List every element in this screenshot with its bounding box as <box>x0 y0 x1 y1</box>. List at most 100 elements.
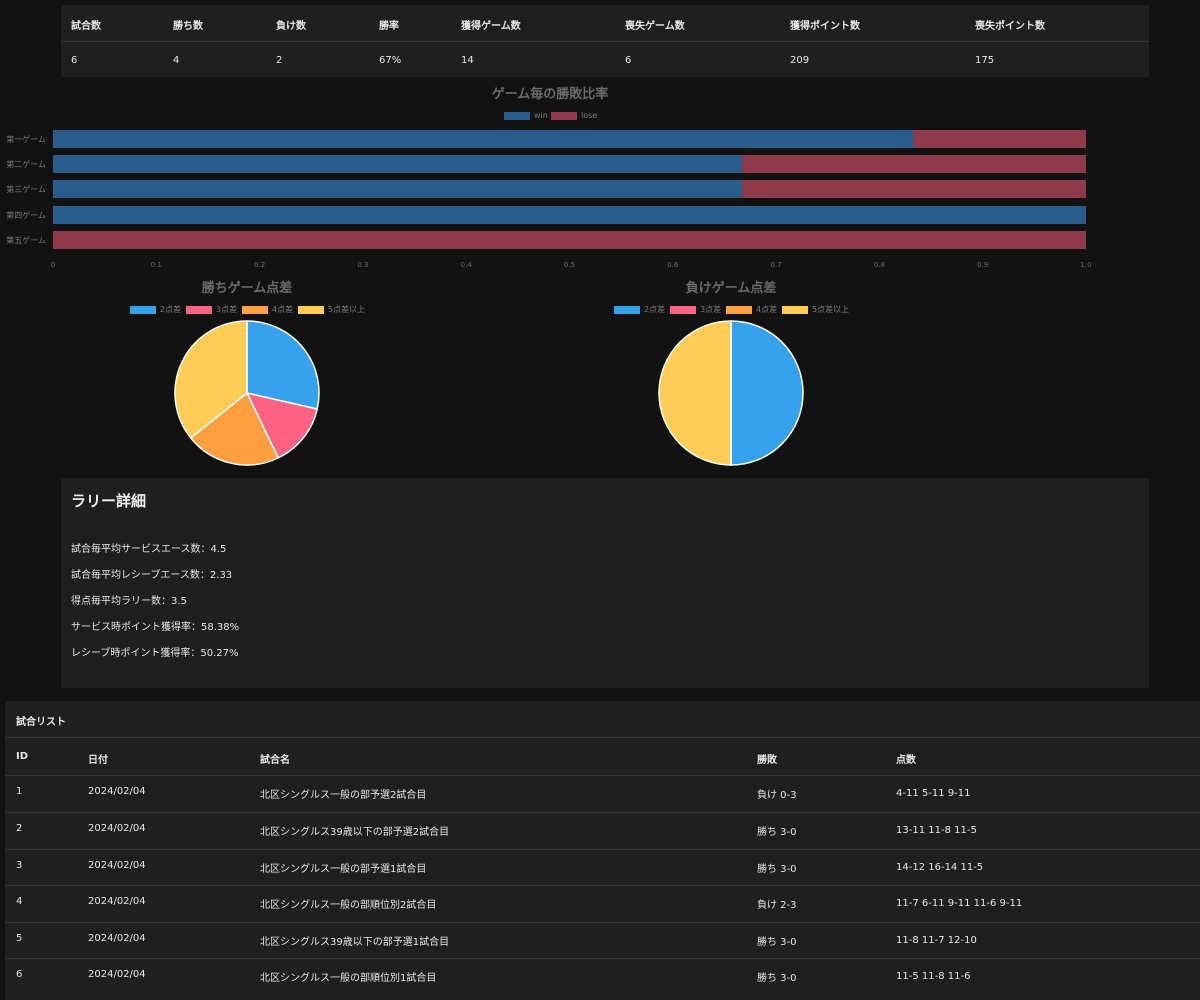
bar-lose-segment[interactable] <box>913 130 1086 148</box>
win-pie-legend-swatch <box>130 305 156 314</box>
summary-divider <box>61 41 1149 42</box>
lose-pie-legend-swatch <box>614 305 640 314</box>
match-date-cell: 2024/02/04 <box>88 933 146 944</box>
win-pie-legend-item[interactable]: 2点差 <box>130 304 181 315</box>
match-date-cell: 2024/02/04 <box>88 896 146 907</box>
match-id-cell: 1 <box>16 786 23 797</box>
match-date-cell: 2024/02/04 <box>88 969 146 980</box>
lose-pie-legend-swatch <box>670 305 696 314</box>
match-date-cell: 2024/02/04 <box>88 823 146 834</box>
bar-category-label: 第一ゲーム <box>6 134 46 144</box>
rally-stat-service-ace: 試合毎平均サービスエース数：4.5 <box>71 544 227 555</box>
match-name-cell[interactable]: 北区シングルス一般の部予選1試合目 <box>260 864 427 875</box>
match-date-cell: 2024/02/04 <box>88 786 146 797</box>
bar-axis-tick-label: 0.9 <box>977 261 988 269</box>
table-row-divider <box>5 849 1200 850</box>
rally-stat-serve-point-rate: サービス時ポイント獲得率：58.38% <box>71 622 240 633</box>
bar-axis-tick-label: 0.5 <box>564 261 575 269</box>
bar-axis-tick-label: 0.3 <box>357 261 368 269</box>
match-id-cell: 4 <box>16 896 23 907</box>
match-name-cell[interactable]: 北区シングルス39歳以下の部予選2試合目 <box>260 827 450 838</box>
summary-header-games-lost: 喪失ゲーム数 <box>625 21 685 32</box>
legend-swatch-lose <box>551 111 577 120</box>
match-list-title: 試合リスト <box>16 717 66 728</box>
win-pie-legend-swatch <box>242 305 268 314</box>
col-header-match-name: 試合名 <box>260 755 290 766</box>
match-list-card: 試合リスト ID 日付 試合名 勝敗 点数 1 2024/02/04 北区シングルス… <box>5 701 1200 1000</box>
match-name-cell[interactable]: 北区シングルス一般の部予選2試合目 <box>260 790 427 801</box>
pie-slice[interactable] <box>658 320 732 466</box>
legend-item-lose[interactable]: lose <box>551 111 597 120</box>
bar-axis-tick-label: 0.1 <box>151 261 162 269</box>
bar-axis-tick-label: 0.8 <box>874 261 885 269</box>
bar-category-label: 第三ゲーム <box>6 184 46 194</box>
match-id-cell: 5 <box>16 933 23 944</box>
bar-chart-title: ゲーム毎の勝敗比率 <box>491 87 609 102</box>
pie-slice[interactable] <box>246 320 320 410</box>
match-result-cell: 勝ち 3-0 <box>757 864 797 875</box>
bar-axis-tick-label: 0.2 <box>254 261 265 269</box>
match-score-cell: 14-12 16-14 11-5 <box>896 862 984 873</box>
rally-details-title: ラリー詳細 <box>71 492 147 510</box>
summary-header-matches: 試合数 <box>71 21 101 32</box>
match-id-cell: 3 <box>16 860 23 871</box>
match-name-cell[interactable]: 北区シングルス一般の部順位別1試合目 <box>260 973 437 984</box>
legend-label-lose: lose <box>581 111 598 120</box>
win-pie-legend-item[interactable]: 4点差 <box>242 304 293 315</box>
pie-slice[interactable] <box>730 320 804 466</box>
bar-win-segment[interactable] <box>53 155 743 173</box>
bar-lose-segment[interactable] <box>742 155 1086 173</box>
summary-header-win-rate: 勝率 <box>379 21 399 32</box>
match-score-cell: 13-11 11-8 11-5 <box>896 825 977 836</box>
legend-label-win: win <box>534 111 548 120</box>
bar-lose-segment[interactable] <box>742 180 1086 198</box>
win-pie-legend-label: 2点差 <box>160 305 182 314</box>
pie-slice[interactable] <box>174 320 248 439</box>
summary-value-points-lost: 175 <box>975 55 995 66</box>
match-score-cell: 11-8 11-7 12-10 <box>896 935 977 946</box>
legend-item-win[interactable]: win <box>504 111 548 120</box>
lose-pie-legend-item[interactable]: 5点差以上 <box>782 304 849 315</box>
legend-swatch-win <box>504 111 530 120</box>
table-row-divider <box>5 958 1200 959</box>
pie-slice[interactable] <box>189 391 280 466</box>
lose-pie-legend-swatch <box>726 305 752 314</box>
col-header-score: 点数 <box>896 755 916 766</box>
match-name-cell[interactable]: 北区シングルス39歳以下の部予選1試合目 <box>260 937 450 948</box>
summary-header-points-won: 獲得ポイント数 <box>790 21 860 32</box>
bar-lose-segment[interactable] <box>53 231 1086 249</box>
lose-pie-legend-item[interactable]: 2点差 <box>614 304 665 315</box>
summary-value-win-rate: 67% <box>379 55 402 66</box>
bar-win-segment[interactable] <box>53 130 914 148</box>
match-id-cell: 6 <box>16 969 23 980</box>
match-score-cell: 4-11 5-11 9-11 <box>896 788 971 799</box>
bar-axis-tick-label: 1.0 <box>1080 261 1091 269</box>
bar-axis-tick-label: 0.6 <box>667 261 679 269</box>
lose-pie-legend-label: 3点差 <box>700 305 722 314</box>
match-id-cell: 2 <box>16 823 23 834</box>
bar-win-segment[interactable] <box>53 180 743 198</box>
bar-category-label: 第四ゲーム <box>6 210 46 220</box>
summary-header-points-lost: 喪失ポイント数 <box>975 21 1045 32</box>
col-header-id: ID <box>16 751 29 762</box>
bar-axis-tick-label: 0.7 <box>771 261 782 269</box>
match-date-cell: 2024/02/04 <box>88 860 146 871</box>
summary-value-games-lost: 6 <box>625 55 632 66</box>
rally-stat-receive-point-rate: レシーブ時ポイント獲得率：50.27% <box>71 648 239 659</box>
summary-header-wins: 勝ち数 <box>173 21 203 32</box>
summary-table: 試合数 勝ち数 負け数 勝率 獲得ゲーム数 喪失ゲーム数 獲得ポイント数 喪失ポ… <box>61 5 1149 77</box>
win-pie-legend-swatch <box>186 305 212 314</box>
lose-pie-legend-item[interactable]: 3点差 <box>670 304 721 315</box>
win-pie-legend-item[interactable]: 5点差以上 <box>298 304 365 315</box>
match-result-cell: 勝ち 3-0 <box>757 973 797 984</box>
pie-slice[interactable] <box>245 391 319 459</box>
match-result-cell: 負け 0-3 <box>757 790 797 801</box>
match-name-cell[interactable]: 北区シングルス一般の部順位別2試合目 <box>260 900 437 911</box>
lose-pie-legend-item[interactable]: 4点差 <box>726 304 777 315</box>
col-header-date: 日付 <box>88 755 108 766</box>
summary-value-games-won: 14 <box>461 55 474 66</box>
summary-header-losses: 負け数 <box>276 21 306 32</box>
table-row-divider <box>5 812 1200 813</box>
win-pie-legend-item[interactable]: 3点差 <box>186 304 237 315</box>
bar-win-segment[interactable] <box>53 206 1086 224</box>
